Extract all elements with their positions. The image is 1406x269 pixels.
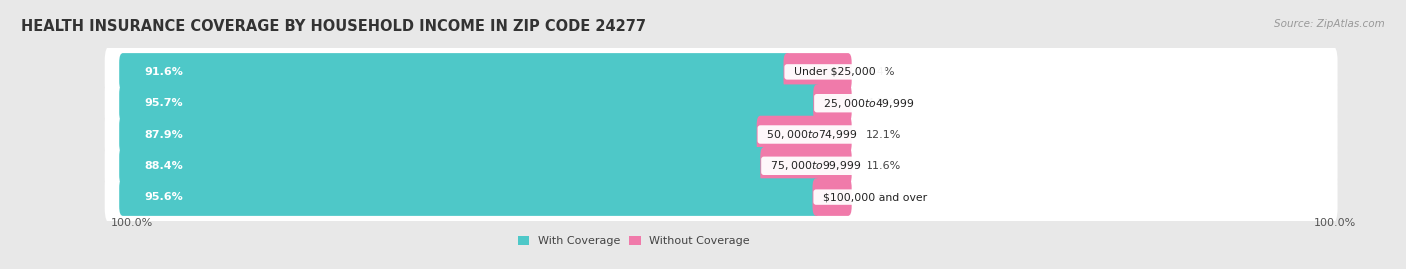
FancyBboxPatch shape [120,116,763,153]
Text: $50,000 to $74,999: $50,000 to $74,999 [761,128,862,141]
Text: 95.6%: 95.6% [145,192,183,202]
FancyBboxPatch shape [756,116,852,153]
Text: HEALTH INSURANCE COVERAGE BY HOUSEHOLD INCOME IN ZIP CODE 24277: HEALTH INSURANCE COVERAGE BY HOUSEHOLD I… [21,19,647,34]
Text: $25,000 to $49,999: $25,000 to $49,999 [817,97,918,110]
Text: 88.4%: 88.4% [145,161,183,171]
Text: 87.9%: 87.9% [145,129,183,140]
Text: Under $25,000: Under $25,000 [787,67,883,77]
FancyBboxPatch shape [104,171,1337,224]
Text: 100.0%: 100.0% [111,218,153,228]
Text: 100.0%: 100.0% [1313,218,1355,228]
FancyBboxPatch shape [104,77,1337,130]
Text: 11.6%: 11.6% [866,161,901,171]
FancyBboxPatch shape [813,84,852,122]
FancyBboxPatch shape [813,178,852,216]
FancyBboxPatch shape [120,53,790,91]
Text: 91.6%: 91.6% [145,67,183,77]
Text: Source: ZipAtlas.com: Source: ZipAtlas.com [1274,19,1385,29]
Text: 12.1%: 12.1% [866,129,901,140]
Text: 4.3%: 4.3% [866,98,894,108]
Legend: With Coverage, Without Coverage: With Coverage, Without Coverage [519,236,749,246]
FancyBboxPatch shape [120,178,820,216]
FancyBboxPatch shape [104,139,1337,192]
Text: $100,000 and over: $100,000 and over [815,192,934,202]
FancyBboxPatch shape [120,84,821,122]
FancyBboxPatch shape [783,53,852,91]
Text: $75,000 to $99,999: $75,000 to $99,999 [763,159,866,172]
Text: 4.4%: 4.4% [866,192,894,202]
FancyBboxPatch shape [120,147,768,185]
Text: 95.7%: 95.7% [145,98,183,108]
FancyBboxPatch shape [104,108,1337,161]
FancyBboxPatch shape [104,45,1337,98]
Text: 8.4%: 8.4% [866,67,894,77]
FancyBboxPatch shape [761,147,852,185]
